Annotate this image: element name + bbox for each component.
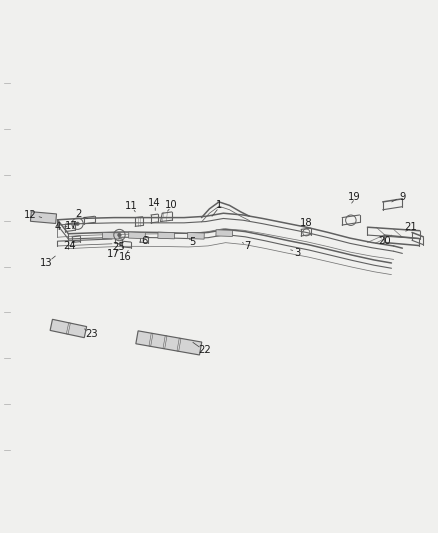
Text: 10: 10 xyxy=(165,200,177,211)
Text: 14: 14 xyxy=(148,198,161,208)
Bar xyxy=(31,212,57,223)
Bar xyxy=(50,319,87,338)
Text: 6: 6 xyxy=(141,236,148,246)
Text: 11: 11 xyxy=(125,201,138,211)
Text: 17: 17 xyxy=(65,221,78,231)
Bar xyxy=(187,232,204,239)
Text: 7: 7 xyxy=(244,240,251,251)
Text: 21: 21 xyxy=(405,222,417,232)
Text: 9: 9 xyxy=(399,192,406,201)
Bar xyxy=(129,232,145,239)
Bar xyxy=(163,336,167,349)
Text: 23: 23 xyxy=(85,329,98,339)
Circle shape xyxy=(118,233,121,237)
Circle shape xyxy=(76,222,79,225)
Bar xyxy=(177,338,181,351)
Text: 4: 4 xyxy=(54,222,60,232)
Text: 2: 2 xyxy=(75,209,81,219)
Text: 16: 16 xyxy=(119,252,131,262)
Text: 3: 3 xyxy=(294,248,301,259)
Bar xyxy=(102,232,119,239)
Text: 18: 18 xyxy=(300,218,313,228)
Bar xyxy=(66,323,71,334)
Text: 22: 22 xyxy=(199,345,212,356)
Text: 1: 1 xyxy=(216,200,222,211)
Bar xyxy=(136,331,202,355)
Text: 5: 5 xyxy=(190,238,196,247)
Text: 19: 19 xyxy=(348,192,361,201)
Bar xyxy=(149,333,153,346)
Text: 20: 20 xyxy=(378,236,391,246)
Text: 24: 24 xyxy=(64,240,76,251)
Bar xyxy=(158,232,175,239)
Text: 17: 17 xyxy=(107,249,120,259)
Text: 13: 13 xyxy=(40,258,53,268)
Text: 12: 12 xyxy=(24,210,37,220)
Text: 25: 25 xyxy=(112,242,125,252)
Bar xyxy=(216,230,233,237)
